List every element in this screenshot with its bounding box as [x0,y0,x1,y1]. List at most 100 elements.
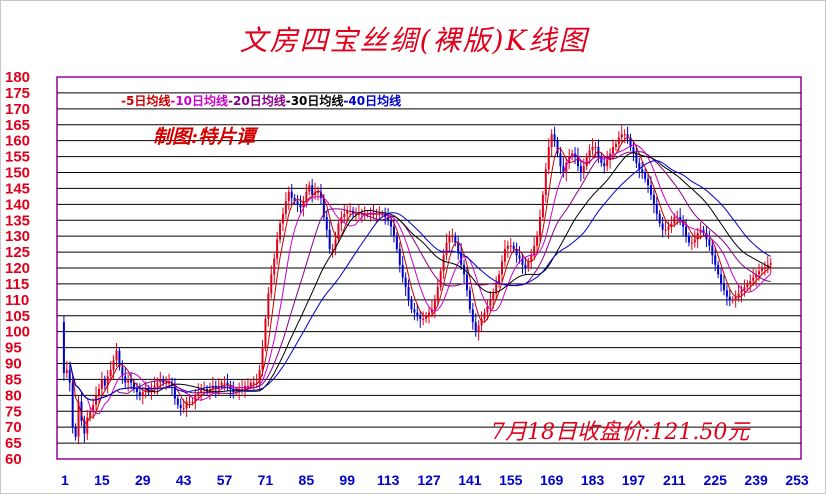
candle-body [746,283,749,288]
candle-body [404,277,407,288]
candle-body [311,185,314,195]
candle-body [290,191,293,198]
candle-body [468,290,471,310]
candle-body [100,379,103,389]
x-tick-label: 155 [499,472,523,488]
candle-body [696,232,699,240]
candle-body [524,264,527,268]
candle-body [743,287,746,291]
candle-body [273,258,276,275]
y-tick-label: 70 [5,419,22,436]
candle-body [197,392,200,396]
candle-body [279,223,282,240]
candle-body [276,239,279,259]
candle-body [398,248,401,265]
y-tick-label: 95 [5,340,22,357]
candle-body [436,287,439,300]
x-tick-label: 57 [217,472,233,488]
candle-body [241,388,244,390]
candle-body [670,223,673,227]
candle-body [538,217,541,237]
candle-body [530,255,533,262]
candle-body [533,245,536,256]
candle-body [308,185,311,192]
legend-item: -10日均线 [170,93,228,108]
candle-body [673,217,676,224]
candle-body [346,210,349,214]
candle-body [430,309,433,313]
candle-body [296,201,299,205]
candle-body [419,315,422,319]
candle-body [337,223,340,240]
candle-body [106,376,109,386]
candle-body [156,382,159,386]
candle-body [571,153,574,157]
candle-body [699,229,702,233]
candle-body [644,172,647,179]
y-axis-labels: 1801751701651601551501451401351301251201… [5,69,30,468]
candle-body [124,376,127,383]
candle-body [343,213,346,218]
y-tick-label: 170 [5,101,30,118]
candle-body [65,369,68,374]
y-tick-label: 175 [5,85,30,102]
y-tick-label: 155 [5,149,30,166]
candle-body [749,280,752,284]
x-tick-label: 113 [377,472,400,488]
x-tick-label: 197 [622,472,646,488]
candle-body [614,143,617,148]
x-tick-label: 71 [258,472,274,488]
candle-body [550,134,553,148]
candle-body [623,134,626,136]
y-tick-label: 90 [5,356,22,373]
candle-body [410,299,413,310]
candle-body [179,404,182,409]
candle-body [395,236,398,249]
candle-body [109,369,112,377]
candle-body [138,392,141,396]
candle-body [258,369,261,383]
candle-body [498,274,501,284]
candle-body [141,392,144,396]
candle-body [390,220,393,227]
candle-body [284,201,287,214]
candle-body [439,271,442,288]
candle-body [360,213,363,215]
ma-line [69,136,772,425]
candle-body [591,147,594,151]
candle-body [483,312,486,319]
candle-body [480,318,483,326]
candle-body [130,379,133,383]
candle-body [293,197,296,202]
candle-body [661,223,664,230]
y-tick-label: 135 [5,212,30,229]
x-tick-label: 225 [704,472,728,488]
candle-body [679,217,682,221]
candle-body [685,226,688,237]
candle-body [322,197,325,218]
candle-body [582,166,585,173]
candle-body [544,169,547,195]
candles [62,125,772,445]
candle-body [705,232,708,240]
x-tick-label: 169 [540,472,564,488]
x-tick-label: 183 [581,472,605,488]
candle-body [226,382,229,386]
candle-body [115,350,118,361]
chart-title: 文房四宝丝绸(裸版)K线图 [239,24,589,57]
candle-body [576,156,579,167]
y-tick-label: 165 [5,117,30,134]
y-tick-label: 130 [5,228,30,245]
candle-body [541,194,544,218]
candle-body [422,318,425,320]
candle-body [693,239,696,243]
x-tick-label: 29 [135,472,151,488]
candle-body [220,382,223,386]
candle-body [334,239,337,249]
candle-body [325,217,328,230]
y-tick-label: 115 [5,276,29,293]
candle-body [287,191,290,202]
candle-body [86,417,89,434]
candle-body [492,293,495,300]
candle-body [448,236,451,243]
